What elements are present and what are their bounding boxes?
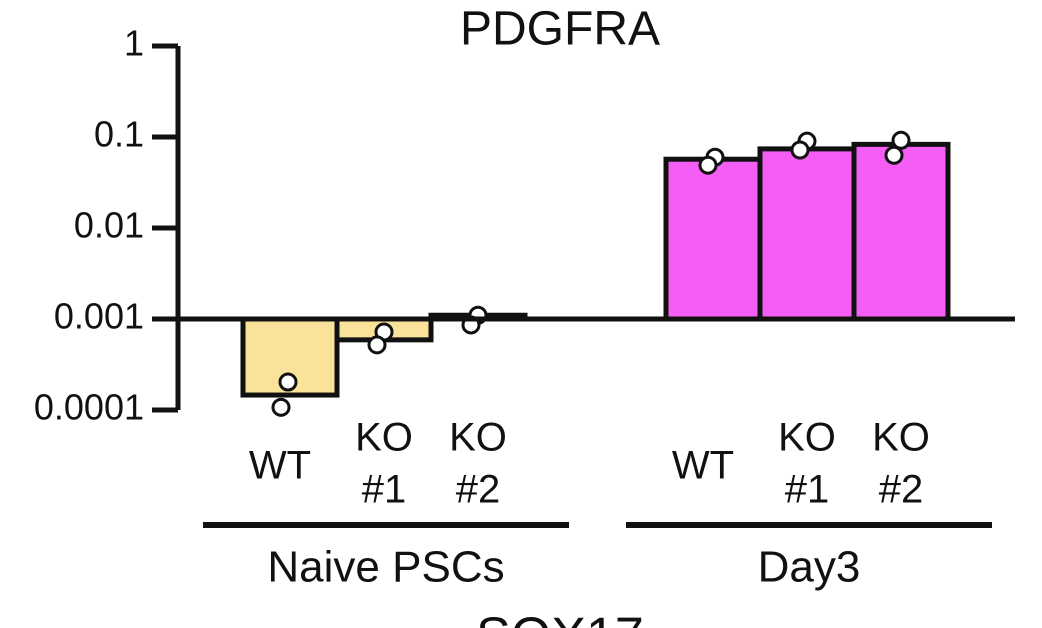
data-point <box>790 140 810 160</box>
data-point <box>367 335 387 355</box>
y-tick-label: 0.1 <box>94 114 144 155</box>
data-point <box>891 130 911 150</box>
y-tick-label: 0.01 <box>74 205 144 246</box>
data-point <box>271 397 291 417</box>
bar <box>663 156 763 322</box>
x-tick-label: KO <box>449 416 507 460</box>
x-tick-label: WT <box>672 444 734 488</box>
x-tick-label: #2 <box>456 468 501 512</box>
bar <box>851 141 951 322</box>
x-tick-label: KO <box>778 416 836 460</box>
x-tick-label: WT <box>249 444 311 488</box>
y-tick-label: 0.0001 <box>34 387 144 428</box>
x-tick-label: #1 <box>362 468 407 512</box>
x-tick-label: KO <box>355 416 413 460</box>
bar <box>757 146 857 322</box>
data-point <box>278 372 298 392</box>
y-tick-label: 1 <box>124 23 144 64</box>
chart-title: PDGFRA <box>460 3 660 56</box>
y-tick-label: 0.001 <box>54 296 144 337</box>
x-tick-label: KO <box>872 416 930 460</box>
group-label: Day3 <box>758 543 861 592</box>
data-point <box>884 145 904 165</box>
group-label: Naive PSCs <box>267 543 504 592</box>
x-tick-label: #2 <box>879 468 924 512</box>
x-tick-label: #1 <box>785 468 830 512</box>
footer-title: SOX17 <box>476 608 644 628</box>
data-point <box>698 155 718 175</box>
